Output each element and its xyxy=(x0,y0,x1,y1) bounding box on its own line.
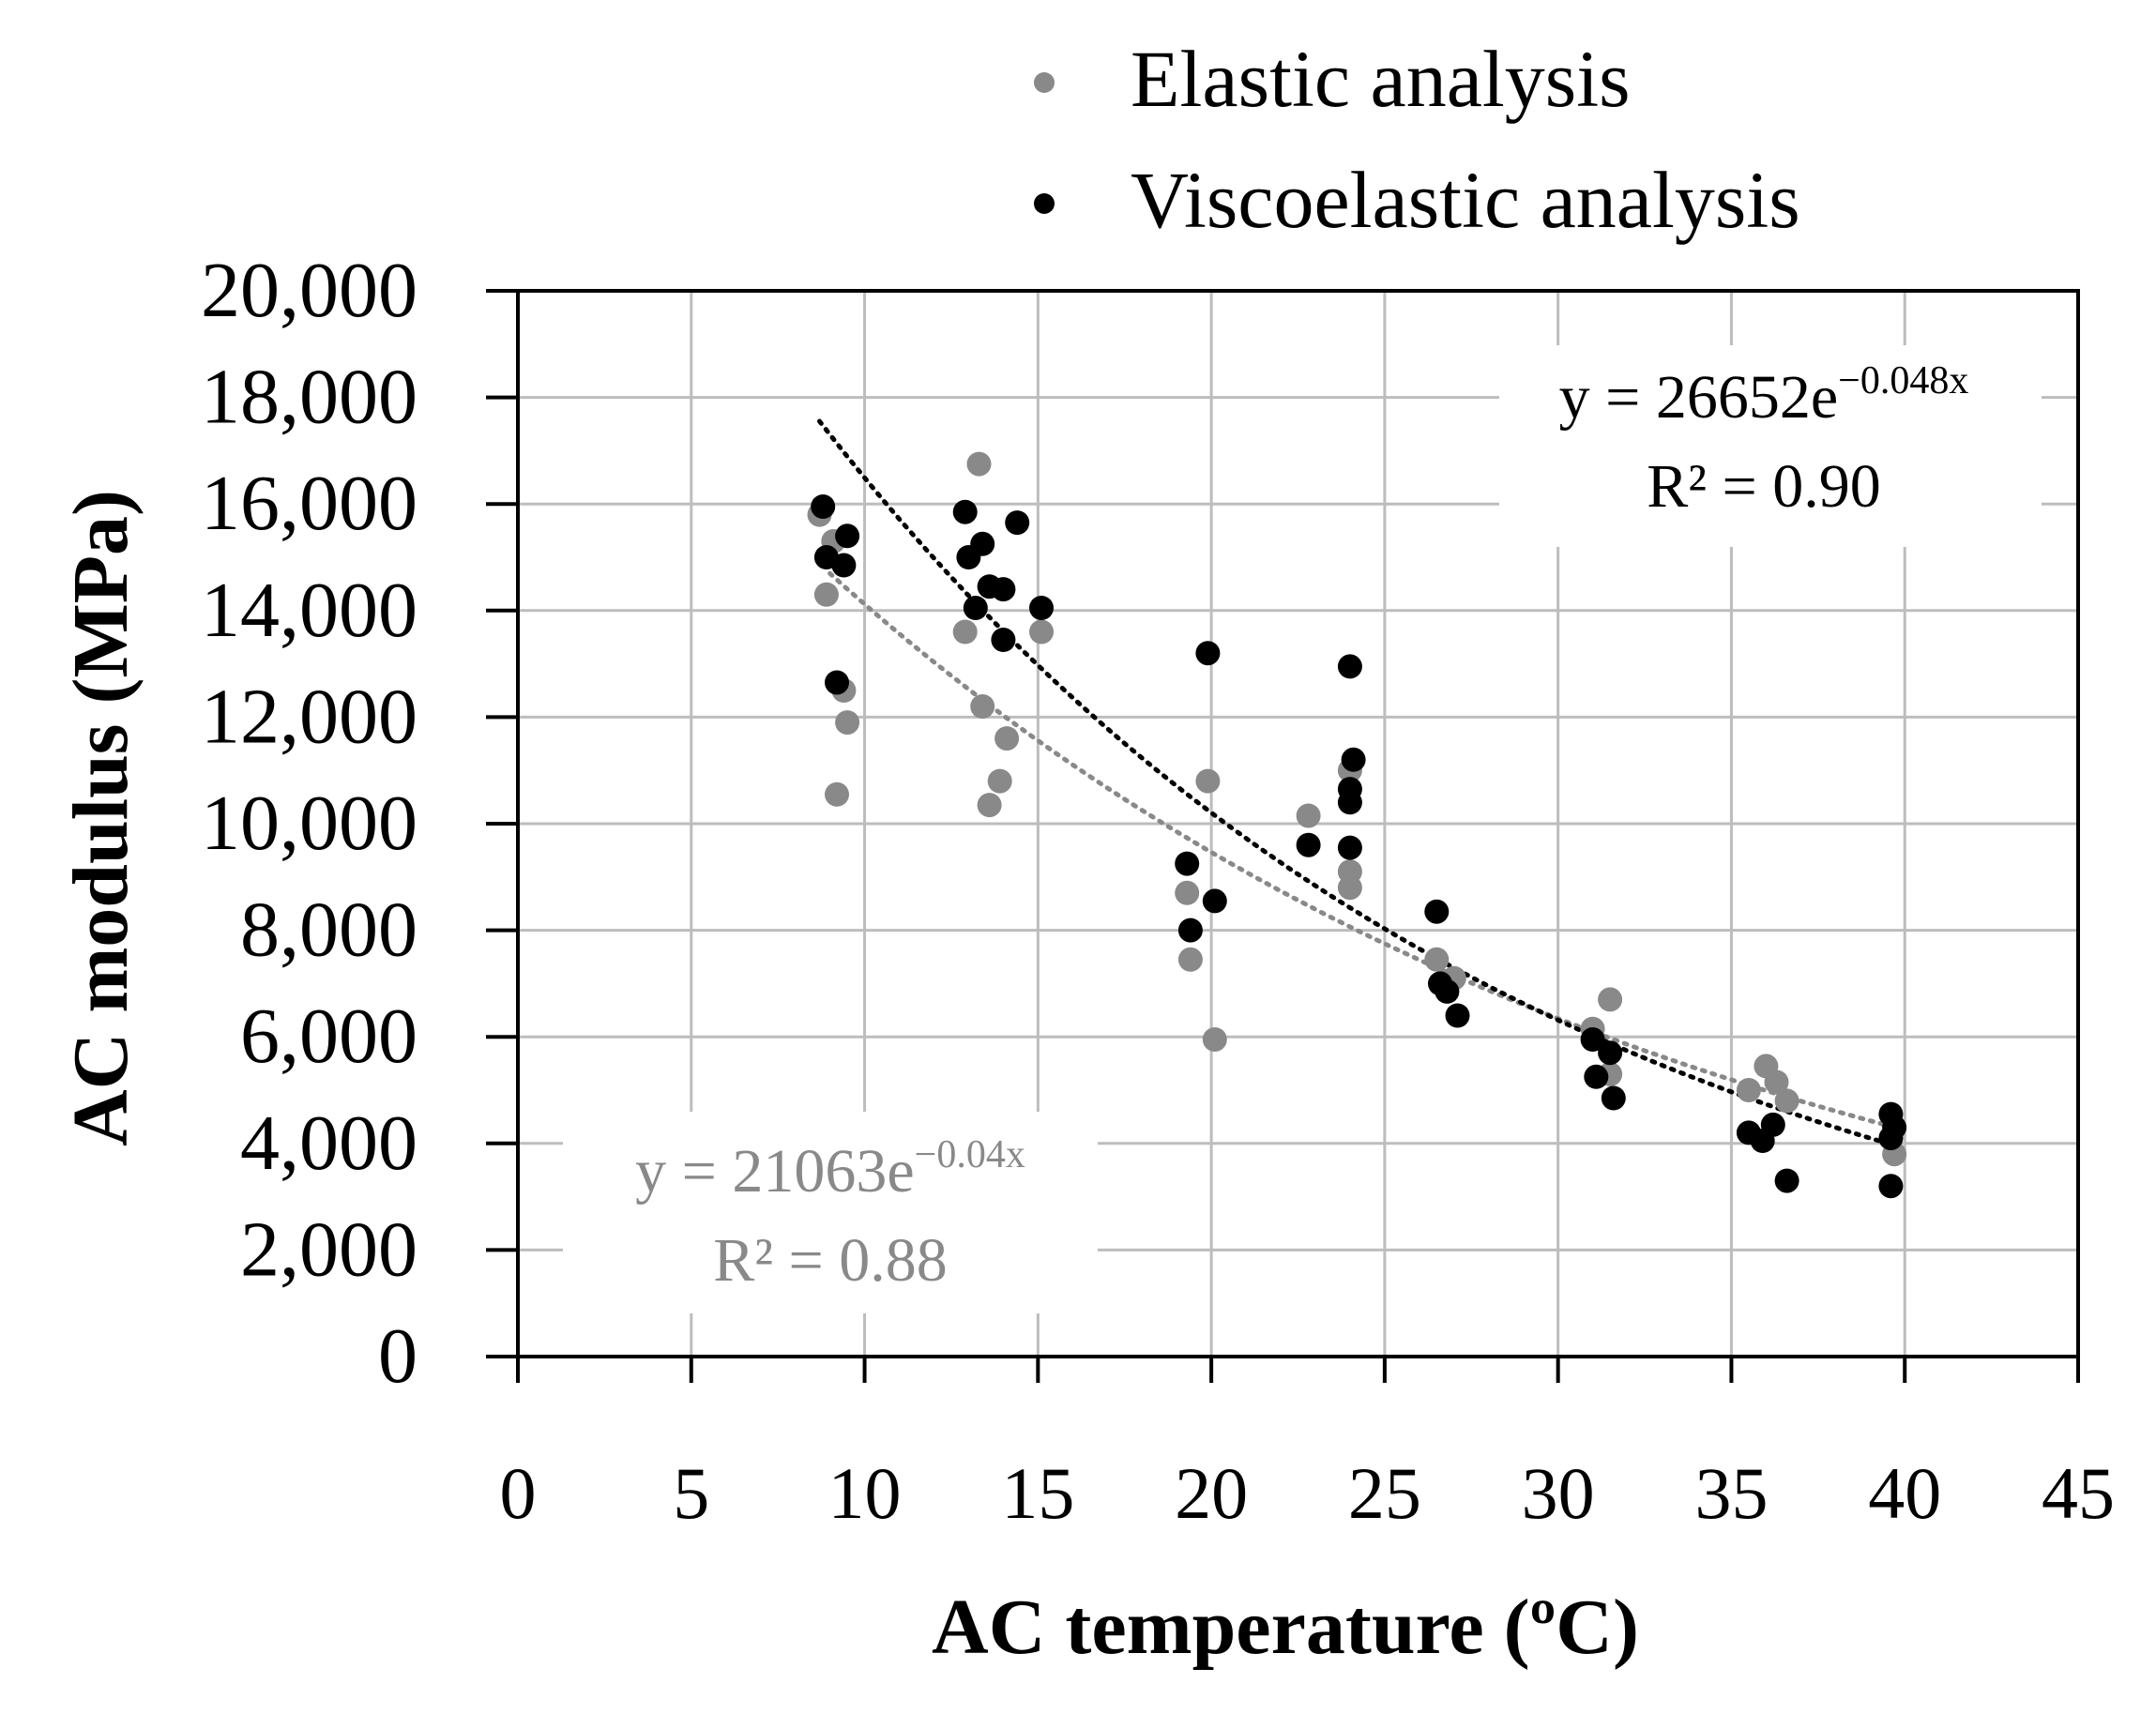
viscoelastic-equation-box xyxy=(1499,345,2042,547)
elastic-point xyxy=(994,726,1020,751)
y-tick-label: 12,000 xyxy=(201,673,418,760)
viscoelastic-point xyxy=(1177,918,1203,943)
viscoelastic-point xyxy=(1337,790,1362,815)
plot-frame xyxy=(516,289,2080,1358)
elastic-point xyxy=(977,793,1002,818)
x-axis-title: AC temperature (ºC) xyxy=(932,1584,1639,1671)
elastic-point xyxy=(825,781,849,807)
elastic-point xyxy=(966,451,992,477)
viscoelastic-point xyxy=(1337,835,1362,860)
legend-marker-viscoelastic xyxy=(1034,193,1055,214)
elastic-point xyxy=(1175,880,1200,905)
viscoelastic-point xyxy=(1029,596,1054,620)
viscoelastic-point xyxy=(1175,851,1200,876)
elastic-point xyxy=(1202,1027,1227,1052)
viscoelastic-point xyxy=(1584,1064,1609,1089)
viscoelastic-point xyxy=(1202,888,1227,914)
viscoelastic-point xyxy=(991,577,1016,602)
viscoelastic-point xyxy=(1445,1003,1470,1028)
viscoelastic-point xyxy=(952,499,978,524)
y-tick-label: 16,000 xyxy=(201,460,418,547)
elastic-trendline xyxy=(827,570,1901,1130)
elastic-point xyxy=(1296,803,1321,828)
viscoelastic-point xyxy=(1424,899,1450,924)
legend-label-elastic: Elastic analysis xyxy=(1131,34,1631,124)
x-tick-label: 5 xyxy=(673,1452,709,1534)
viscoelastic-point xyxy=(1601,1085,1626,1111)
viscoelastic-point xyxy=(1878,1174,1904,1199)
viscoelastic-point xyxy=(1195,641,1221,666)
viscoelastic-point xyxy=(835,523,860,549)
viscoelastic-trendline xyxy=(817,418,1901,1149)
viscoelastic-r2: R² = 0.90 xyxy=(1647,452,1881,521)
legend-marker-elastic xyxy=(1034,72,1055,93)
y-tick-label: 2,000 xyxy=(240,1206,418,1293)
viscoelastic-point xyxy=(1774,1168,1799,1193)
y-tick-label: 14,000 xyxy=(201,567,418,654)
elastic-point xyxy=(1774,1088,1799,1114)
y-tick-label: 10,000 xyxy=(201,780,418,867)
viscoelastic-point xyxy=(811,494,836,519)
viscoelastic-point xyxy=(1296,832,1321,857)
elastic-equation-box xyxy=(563,1112,1098,1313)
elastic-point xyxy=(1736,1078,1761,1102)
elastic-equation: y = 21063e−0.04x xyxy=(635,1133,1025,1206)
viscoelastic-point xyxy=(831,553,857,578)
data-points xyxy=(807,451,1907,1199)
elastic-point xyxy=(1177,947,1203,972)
y-tick-label: 18,000 xyxy=(201,354,418,441)
viscoelastic-point xyxy=(1878,1126,1904,1151)
elastic-point xyxy=(1598,987,1623,1012)
elastic-point xyxy=(835,710,860,736)
trend-equations: y = 26652e−0.048x R² = 0.90 y = 21063e−0… xyxy=(563,345,2042,1313)
viscoelastic-point xyxy=(1435,978,1460,1004)
elastic-point xyxy=(987,768,1012,794)
viscoelastic-point xyxy=(1341,747,1366,772)
trend-lines xyxy=(817,418,1901,1149)
x-tick-label: 10 xyxy=(828,1452,902,1534)
x-tick-label: 40 xyxy=(1868,1452,1941,1534)
x-tick-label: 15 xyxy=(1001,1452,1074,1534)
y-tick-label: 20,000 xyxy=(201,247,418,334)
axes: 0 5 10 15 20 25 30 35 40 45 0 2,000 4,000 6,000 8,000 1… xyxy=(201,247,2115,1534)
viscoelastic-point xyxy=(1580,1027,1605,1052)
elastic-point xyxy=(1337,875,1362,901)
elastic-r2: R² = 0.88 xyxy=(713,1226,948,1295)
x-tick-label: 20 xyxy=(1175,1452,1248,1534)
viscoelastic-equation: y = 26652e−0.048x xyxy=(1559,359,1969,432)
elastic-point xyxy=(1029,619,1054,645)
x-tick-label: 35 xyxy=(1694,1452,1768,1534)
x-tick-label: 45 xyxy=(2042,1452,2115,1534)
y-tick-label: 8,000 xyxy=(240,887,418,974)
viscoelastic-point xyxy=(1005,510,1030,536)
y-axis-title: AC modulus (MPa) xyxy=(57,490,144,1146)
viscoelastic-point xyxy=(963,596,988,620)
viscoelastic-point xyxy=(970,531,995,556)
y-tick-label: 0 xyxy=(378,1312,418,1400)
viscoelastic-point xyxy=(1598,1040,1623,1066)
elastic-point xyxy=(813,582,839,607)
y-tick-label: 6,000 xyxy=(240,993,418,1080)
elastic-point xyxy=(1424,947,1450,972)
x-tick-label: 0 xyxy=(500,1452,537,1534)
viscoelastic-point xyxy=(1760,1112,1785,1137)
legend: Elastic analysis Viscoelastic analysis xyxy=(1034,34,1800,245)
elastic-point xyxy=(1195,768,1221,794)
legend-label-viscoelastic: Viscoelastic analysis xyxy=(1131,155,1800,245)
elastic-point xyxy=(952,619,978,645)
viscoelastic-point xyxy=(825,670,849,695)
x-tick-label: 30 xyxy=(1522,1452,1595,1534)
viscoelastic-point xyxy=(991,628,1016,652)
x-tick-label: 25 xyxy=(1348,1452,1421,1534)
y-tick-label: 4,000 xyxy=(240,1100,418,1187)
viscoelastic-point xyxy=(1337,654,1362,679)
elastic-point xyxy=(1764,1069,1789,1095)
elastic-point xyxy=(970,694,995,719)
